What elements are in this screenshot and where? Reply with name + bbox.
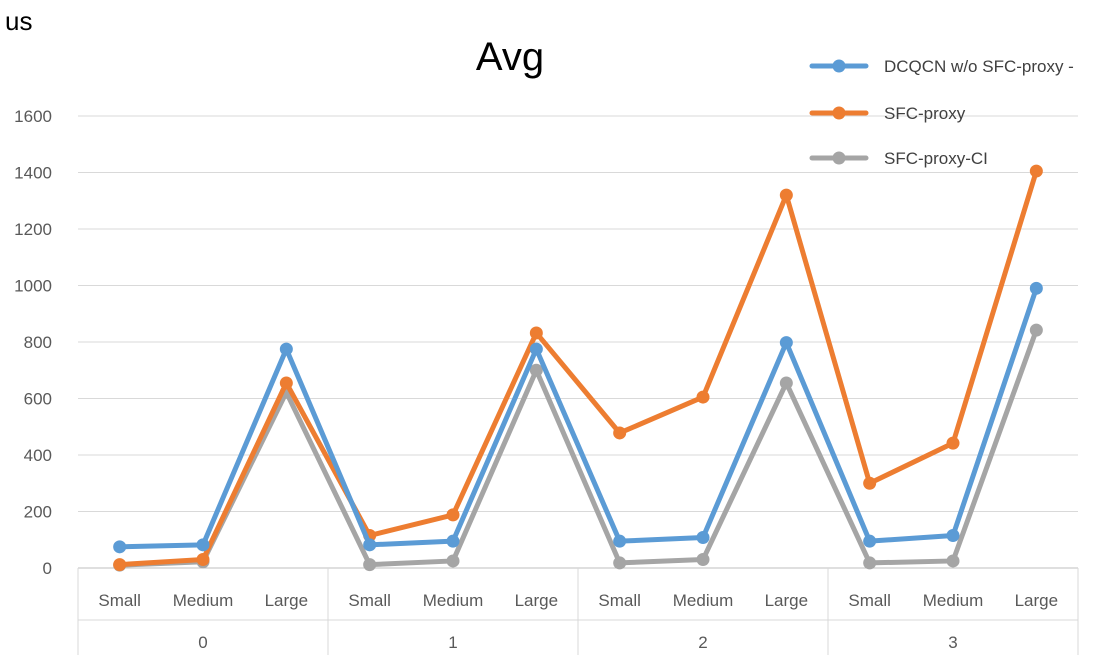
x-group-label: 1: [448, 633, 457, 652]
x-group-label: 3: [948, 633, 957, 652]
data-point: [529, 326, 543, 340]
data-point: [779, 336, 793, 350]
series-1: [113, 164, 1043, 572]
legend-swatch-marker: [832, 106, 846, 120]
data-point: [1029, 164, 1043, 178]
data-point: [446, 554, 460, 568]
y-tick-label: 0: [43, 559, 52, 578]
data-point: [279, 342, 293, 356]
x-tick-label: Large: [515, 591, 558, 610]
data-point: [529, 363, 543, 377]
data-point: [613, 426, 627, 440]
data-point: [279, 376, 293, 390]
y-tick-label: 1600: [14, 107, 52, 126]
y-tick-label: 1200: [14, 220, 52, 239]
data-point: [529, 342, 543, 356]
data-point: [863, 534, 877, 548]
legend: DCQCN w/o SFC-proxy - SFC-proxy SFC-proxy-…: [809, 57, 1074, 168]
y-axis-ticks: 0 200 400 600 800 1000 1200 1400 1600: [14, 107, 52, 578]
x-tick-label: Small: [348, 591, 391, 610]
data-point: [363, 558, 377, 572]
x-group-label: 2: [698, 633, 707, 652]
data-point: [779, 188, 793, 202]
data-point: [946, 529, 960, 543]
legend-item: SFC-proxy: [809, 104, 966, 123]
data-point: [863, 556, 877, 570]
legend-swatch-marker: [832, 151, 846, 165]
data-point: [863, 476, 877, 490]
data-point: [946, 436, 960, 450]
x-tick-label: Large: [1015, 591, 1058, 610]
y-tick-label: 1000: [14, 277, 52, 296]
legend-label: DCQCN w/o SFC-proxy -: [884, 57, 1074, 76]
legend-label: SFC-proxy: [884, 104, 966, 123]
legend-swatch-marker: [832, 59, 846, 73]
y-tick-label: 400: [24, 446, 52, 465]
legend-label: SFC-proxy-CI: [884, 149, 988, 168]
x-group-label: 0: [198, 633, 207, 652]
series-layer: [113, 164, 1043, 572]
x-tick-label: Medium: [673, 591, 733, 610]
data-point: [113, 540, 127, 554]
gridlines: [78, 115, 1078, 569]
data-point: [946, 554, 960, 568]
data-point: [1029, 281, 1043, 295]
x-tick-label: Medium: [173, 591, 233, 610]
series-line: [117, 327, 1039, 568]
y-tick-label: 800: [24, 333, 52, 352]
data-point: [196, 553, 210, 567]
y-axis-label: us: [5, 6, 32, 36]
x-tick-label: Small: [598, 591, 641, 610]
series-line: [117, 285, 1039, 550]
y-tick-label: 600: [24, 390, 52, 409]
series-0: [113, 281, 1043, 554]
data-point: [696, 390, 710, 404]
y-tick-label: 1400: [14, 164, 52, 183]
data-point: [779, 376, 793, 390]
data-point: [696, 530, 710, 544]
x-tick-label: Large: [765, 591, 808, 610]
data-point: [613, 534, 627, 548]
x-axis: Small Medium Large Small Medium Large Small Med…: [77, 568, 1079, 655]
x-tick-label: Large: [265, 591, 308, 610]
chart-title: Avg: [476, 35, 544, 79]
x-tick-label: Small: [98, 591, 141, 610]
data-point: [1029, 323, 1043, 337]
x-tick-label: Medium: [923, 591, 983, 610]
data-point: [446, 508, 460, 522]
x-tick-label: Small: [848, 591, 891, 610]
legend-item: DCQCN w/o SFC-proxy -: [809, 57, 1074, 76]
data-point: [196, 538, 210, 552]
series-line: [117, 168, 1039, 568]
data-point: [696, 553, 710, 567]
data-point: [113, 558, 127, 572]
data-point: [446, 534, 460, 548]
x-tick-label: Medium: [423, 591, 483, 610]
data-point: [363, 538, 377, 552]
y-tick-label: 200: [24, 503, 52, 522]
data-point: [613, 556, 627, 570]
legend-item: SFC-proxy-CI: [809, 149, 988, 168]
